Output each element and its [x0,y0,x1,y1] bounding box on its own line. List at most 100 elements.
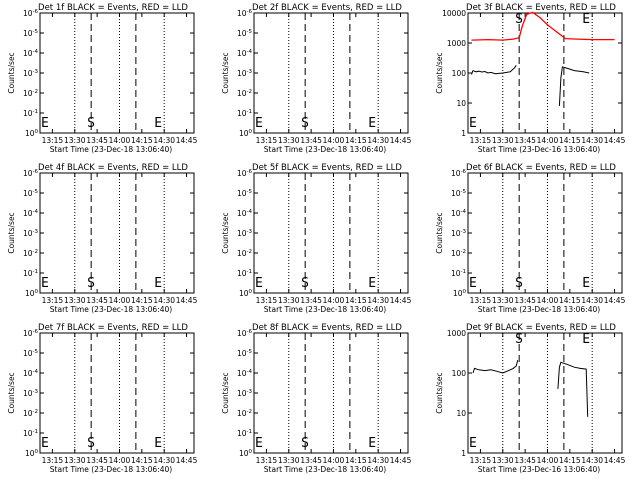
y-tick-label: 10-2 [237,249,252,258]
x-tick-label: 14:00 [323,456,345,465]
x-tick-label: 13:30 [64,296,86,305]
x-tick-label: 14:00 [537,456,559,465]
y-tick-label: 10000 [442,9,466,18]
panel-title: Det 4f BLACK = Events, RED = LLD [38,163,188,173]
marker-E: E [41,276,49,291]
x-tick-label: 13:30 [492,296,514,305]
x-tick-label: 14:30 [581,456,603,465]
x-tick-label: 13:30 [492,456,514,465]
x-tick-label: 13:30 [64,136,86,145]
plot-frame [253,12,409,134]
x-tick-label: 13:45 [300,296,322,305]
y-tick-label: 1 [461,449,466,458]
x-axis-label: Start Time (23-Dec-16 13:06:40) [478,145,600,154]
y-tick-label: 10-2 [23,249,38,258]
y-tick-label: 10-1 [451,269,466,278]
series-line-black [557,361,589,417]
x-tick-label: 13:15 [42,136,64,145]
marker-E: E [41,436,49,451]
x-tick-label: 14:45 [176,136,198,145]
marker-E: E [154,276,162,291]
y-tick-label: 10-6 [451,169,467,178]
x-tick-label: 13:45 [300,136,322,145]
y-tick-label: 10-5 [451,189,467,198]
x-tick-label: 14:30 [367,136,389,145]
marker-S: S [301,436,309,451]
x-tick-label: 13:30 [278,296,300,305]
panel-title: Det 7f BLACK = Events, RED = LLD [38,323,188,333]
y-axis-label: Counts/sec [435,372,444,413]
y-tick-label: 1 [461,129,466,138]
y-tick-label: 100 [239,449,253,458]
y-tick-label: 10-1 [237,429,252,438]
x-tick-label: 14:45 [390,136,412,145]
x-axis-label: Start Time (23-Dec-18 13:06:40) [264,465,386,474]
y-tick-label: 10-4 [23,49,39,58]
y-tick-label: 10-6 [237,169,253,178]
y-tick-label: 10-6 [23,329,39,338]
x-tick-label: 14:45 [176,456,198,465]
x-tick-label: 14:30 [153,456,175,465]
y-axis-label: Counts/sec [7,372,16,413]
y-axis-label: Counts/sec [435,52,444,93]
x-tick-label: 14:15 [131,296,153,305]
plot-frame [39,172,195,294]
y-tick-label: 10-2 [451,249,466,258]
x-axis-label: Start Time (23-Dec-16 13:06:40) [478,465,600,474]
panel-title: Det 6f BLACK = Events, RED = LLD [466,163,616,173]
y-tick-label: 10-1 [23,109,38,118]
plot-frame [253,172,409,294]
y-tick-label: 10-3 [237,69,253,78]
plot-frame [39,332,195,454]
x-tick-label: 14:15 [345,296,367,305]
plot-frame [39,12,195,134]
panel-title: Det 8f BLACK = Events, RED = LLD [252,323,402,333]
panel-title: Det 3f BLACK = Events, RED = LLD [466,3,616,13]
x-tick-label: 14:00 [109,136,131,145]
x-tick-label: 14:45 [604,296,626,305]
x-tick-label: 14:00 [323,296,345,305]
x-tick-label: 14:15 [131,136,153,145]
x-tick-label: 13:30 [64,456,86,465]
y-tick-label: 10-2 [23,409,38,418]
y-axis-label: Counts/sec [435,212,444,253]
panel-title: Det 1f BLACK = Events, RED = LLD [38,3,188,13]
y-tick-label: 10-3 [451,229,467,238]
y-tick-label: 10-6 [237,9,253,18]
y-tick-label: 100 [453,289,467,298]
y-tick-label: 10-4 [237,209,253,218]
series-line-red [471,11,615,41]
marker-E: E [255,436,263,451]
x-tick-label: 13:45 [514,456,536,465]
x-axis-label: Start Time (23-Dec-18 13:06:40) [264,145,386,154]
x-tick-label: 14:00 [537,136,559,145]
y-tick-label: 100 [239,289,253,298]
y-tick-label: 100 [25,289,39,298]
y-tick-label: 10-3 [23,229,39,238]
x-tick-label: 14:45 [604,456,626,465]
y-tick-label: 100 [239,129,253,138]
panel-title: Det 5f BLACK = Events, RED = LLD [252,163,402,173]
series-line-black [472,359,519,374]
marker-E: E [368,276,376,291]
x-tick-label: 14:15 [345,456,367,465]
x-axis-label: Start Time (23-Dec-18 13:06:40) [50,145,172,154]
x-tick-label: 14:15 [559,456,581,465]
marker-S: S [87,116,95,131]
y-tick-label: 100 [452,369,467,378]
y-tick-label: 10-5 [23,189,39,198]
marker-E: E [469,276,477,291]
y-tick-label: 10-1 [23,269,38,278]
x-tick-label: 13:15 [42,296,64,305]
y-tick-label: 10-6 [237,329,253,338]
x-tick-label: 14:00 [323,136,345,145]
y-tick-label: 10-3 [23,69,39,78]
panel-det-4: Det 4f BLACK = Events, RED = LLD 13:15 13:… [7,163,198,314]
x-axis-label: Start Time (23-Dec-18 13:06:40) [478,305,600,314]
x-tick-label: 14:15 [559,136,581,145]
marker-E: E [255,276,263,291]
y-tick-label: 10-6 [23,169,39,178]
